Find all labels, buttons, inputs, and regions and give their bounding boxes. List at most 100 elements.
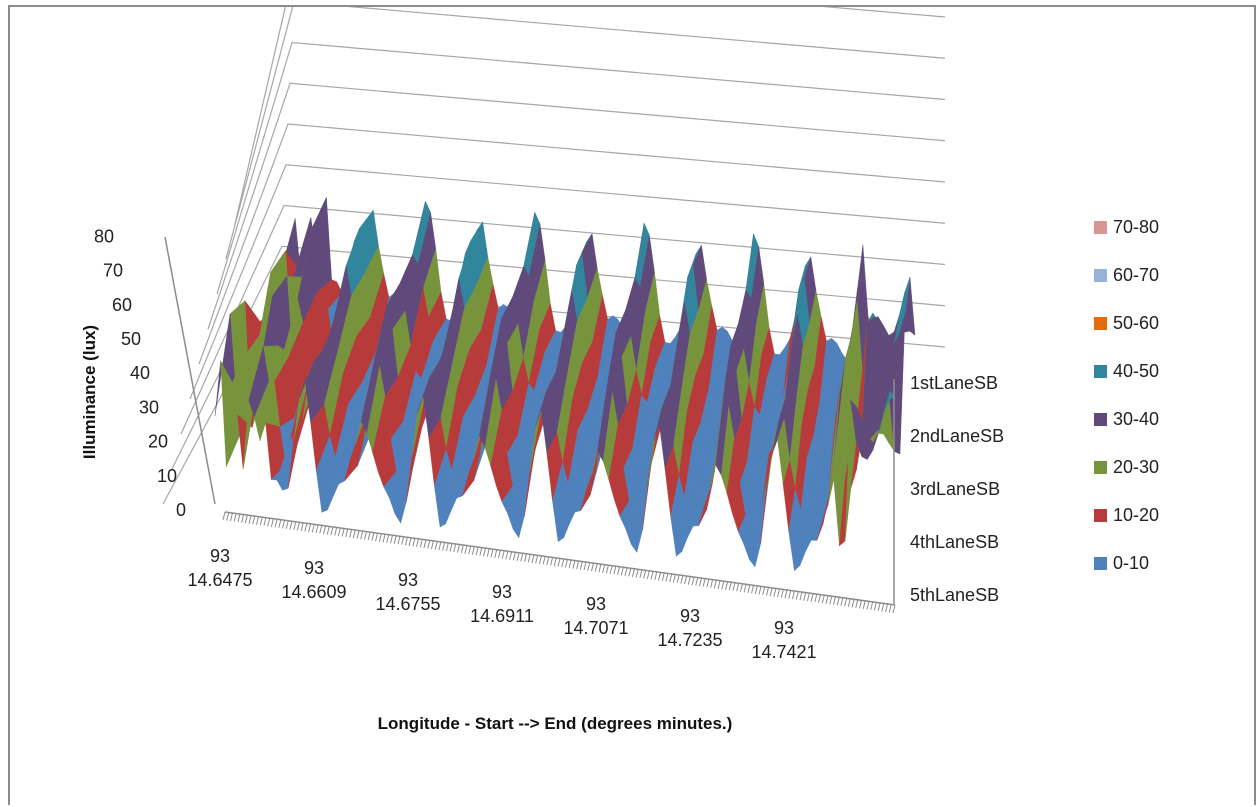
x-axis-tick [263, 517, 267, 526]
x-axis-tick [587, 562, 591, 571]
axis-labels: Illuminance (lux) Longitude - Start --> … [80, 226, 1004, 733]
series-label: 3rdLaneSB [910, 479, 1000, 499]
x-axis-tick [736, 583, 740, 592]
x-axis-tick [572, 560, 576, 569]
x-axis-tick [386, 534, 390, 543]
x-axis-tick [248, 515, 252, 524]
x-tick-deg: 93 [586, 594, 606, 614]
x-axis-tick [445, 542, 449, 552]
x-axis-tick [352, 529, 356, 539]
z-tick-label: 50 [121, 329, 141, 349]
x-axis-tick [531, 554, 535, 564]
x-axis-tick [631, 568, 635, 577]
legend-swatch [1094, 221, 1107, 234]
back-wall-grid [162, 7, 946, 505]
x-axis-tick [330, 526, 334, 536]
x-axis-tick [777, 588, 781, 598]
x-axis-tick [315, 524, 319, 534]
x-axis-tick [710, 579, 714, 588]
legend: 70-80 60-70 50-60 40-50 30-40 20-30 10-20 0-10 [1094, 217, 1159, 573]
x-axis-tick [795, 591, 799, 600]
x-axis-tick [408, 537, 412, 546]
x-axis-tick [304, 523, 308, 532]
x-axis-tick [620, 567, 624, 576]
x-axis-tick [859, 600, 862, 609]
x-axis-tick [516, 552, 520, 561]
x-axis-tick [788, 590, 792, 599]
chart-canvas: Illuminance (lux) Longitude - Start --> … [80, 7, 1159, 733]
x-axis-tick [241, 514, 245, 523]
x-axis-tick [877, 602, 881, 612]
z-tick-label: 80 [94, 226, 114, 246]
x-axis-tick [665, 573, 669, 582]
x-axis-tick [278, 519, 282, 528]
x-axis-tick [412, 538, 416, 547]
x-tick-deg: 93 [210, 546, 230, 566]
x-axis-tick [509, 551, 513, 560]
x-axis-tick [524, 553, 527, 562]
x-tick-deg: 93 [774, 618, 794, 638]
x-axis-tick [810, 593, 814, 602]
x-axis-tick [363, 531, 367, 540]
x-axis-tick [296, 522, 300, 531]
gridline [225, 7, 946, 260]
x-axis-tick [483, 548, 487, 557]
x-axis-tick [341, 528, 345, 537]
x-axis-tick [754, 585, 758, 595]
x-axis-tick [825, 595, 829, 604]
x-axis-tick [222, 511, 226, 521]
x-axis-tick [799, 591, 803, 601]
x-axis-tick [698, 578, 702, 587]
x-axis-tick [308, 523, 312, 533]
x-axis-tick [687, 576, 691, 585]
legend-label: 0-10 [1113, 553, 1149, 573]
x-axis-tick [691, 576, 695, 586]
x-axis-tick [818, 594, 822, 603]
z-tick-label: 40 [130, 363, 150, 383]
x-axis-tick [434, 541, 438, 550]
x-axis-tick [832, 596, 836, 605]
x-tick-label: 93 14.6609 [281, 558, 346, 602]
x-axis-tick [870, 601, 874, 611]
x-tick-label: 93 14.6911 [470, 582, 534, 626]
x-axis-tick [237, 513, 241, 523]
x-axis-tick [568, 559, 572, 569]
x-axis-tick [226, 512, 230, 521]
x-tick-deg: 93 [398, 570, 418, 590]
x-axis-tick [300, 522, 304, 531]
x-axis-tick [349, 529, 353, 538]
x-axis-tick [840, 597, 844, 606]
x-axis-tick [233, 513, 237, 522]
x-axis-tick [669, 573, 673, 583]
x-axis-tick [862, 600, 866, 609]
legend-label: 60-70 [1113, 265, 1159, 285]
x-axis-tick [792, 590, 795, 600]
x-axis-tick [505, 551, 509, 560]
legend-swatch [1094, 413, 1107, 426]
x-axis-tick [658, 572, 661, 581]
gridline [216, 41, 946, 295]
x-axis-tick [285, 520, 289, 529]
legend-swatch [1094, 461, 1107, 474]
x-axis-tick [643, 570, 647, 579]
x-axis-tick [765, 587, 769, 596]
x-axis-tick [646, 570, 650, 580]
x-axis-tick [784, 589, 788, 599]
gridline [189, 164, 946, 400]
z-tick-label: 20 [148, 432, 168, 452]
gridline [198, 123, 946, 365]
x-axis-tick [497, 550, 501, 559]
x-axis-tick [256, 516, 259, 525]
surface-cell [884, 390, 896, 410]
x-axis-tick [527, 554, 531, 563]
series-label: 2ndLaneSB [910, 426, 1004, 446]
series-label: 4thLaneSB [910, 532, 999, 552]
x-axis-tick [460, 544, 464, 554]
x-axis-tick [382, 534, 386, 543]
x-axis-tick [628, 568, 632, 577]
x-axis-tick [319, 525, 323, 534]
x-axis-tick [289, 521, 293, 530]
x-axis-tick [676, 574, 680, 584]
x-axis-tick [453, 543, 457, 553]
x-axis-tick [758, 586, 762, 595]
